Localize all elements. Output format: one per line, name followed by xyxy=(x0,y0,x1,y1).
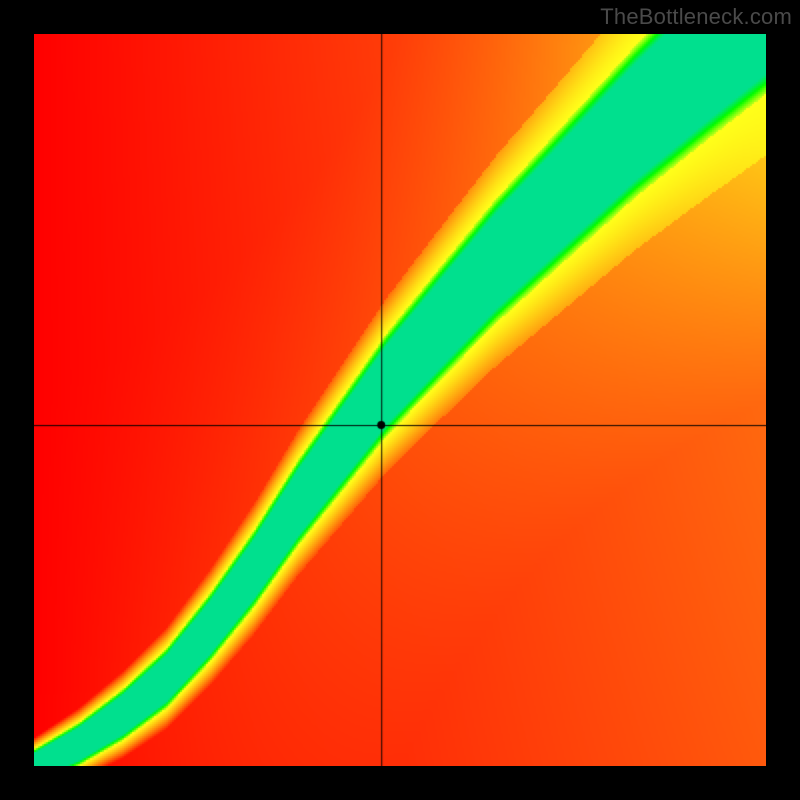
watermark-text: TheBottleneck.com xyxy=(600,4,792,30)
chart-container: TheBottleneck.com xyxy=(0,0,800,800)
bottleneck-heatmap xyxy=(34,34,766,766)
